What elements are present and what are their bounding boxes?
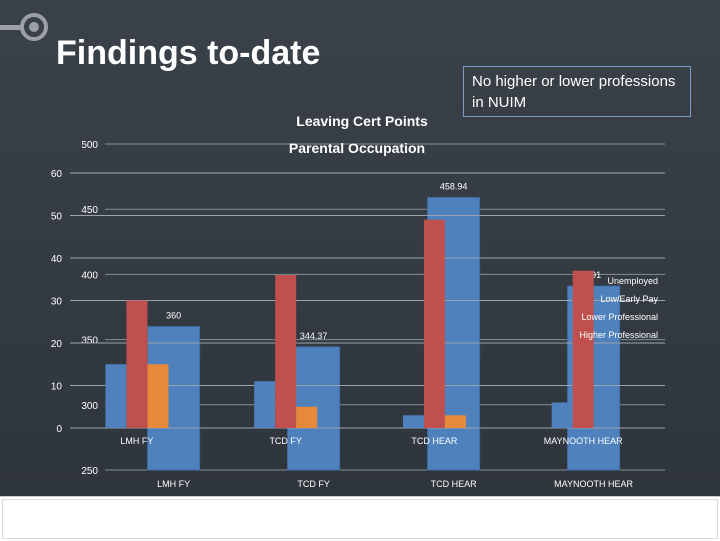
po-bar [296, 406, 318, 428]
po-x-tick-label: TCD HEAR [411, 436, 458, 446]
bottom-bar [0, 496, 720, 541]
lc-y-tick-label: 350 [81, 336, 98, 347]
po-bar [551, 402, 573, 428]
lc-x-tick-label: TCD FY [297, 479, 330, 489]
lc-x-tick-label: TCD HEAR [431, 479, 478, 489]
po-y-tick-label: 40 [51, 254, 63, 265]
po-x-tick-label: TCD FY [269, 436, 302, 446]
note-box: No higher or lower professions in NUIM [463, 66, 691, 117]
parental-occupation-chart: 0 10 20 30 40 50 60 LMH FY TCD FY TCD HEAR MAYNOOT… [51, 140, 665, 446]
lc-chart-title: Leaving Cert Points [296, 113, 428, 129]
lc-x-tick-label: LMH FY [157, 479, 190, 489]
po-bar [105, 364, 127, 428]
lc-y-tick-label: 500 [81, 140, 98, 151]
po-bar [423, 219, 445, 428]
po-bar [275, 275, 297, 428]
po-bar [254, 381, 276, 428]
po-y-tick-label: 0 [56, 424, 62, 435]
po-y-tick-label: 10 [51, 382, 63, 393]
po-bar [147, 364, 169, 428]
po-legend-entry: Unemployed [607, 276, 658, 286]
po-chart-title: Parental Occupation [289, 140, 425, 156]
lc-y-tick-label: 300 [81, 401, 98, 412]
lc-data-label: 360 [166, 311, 181, 321]
po-legend-entry: Low/Early Pay [600, 294, 658, 304]
lc-data-label: 344.37 [300, 331, 328, 341]
po-bar [572, 270, 594, 428]
po-y-tick-label: 20 [51, 339, 63, 350]
po-bar [444, 415, 466, 428]
lc-y-tick-label: 250 [81, 466, 98, 477]
po-legend-entry: Lower Professional [581, 312, 658, 322]
lc-data-label: 458.94 [440, 182, 468, 192]
po-bar [126, 300, 148, 428]
slide-title: Findings to-date [56, 34, 321, 72]
po-x-tick-label: MAYNOOTH HEAR [544, 436, 623, 446]
po-y-tick-label: 30 [51, 297, 63, 308]
po-y-tick-label: 50 [51, 212, 63, 223]
lc-y-tick-label: 450 [81, 205, 98, 216]
po-bar [402, 415, 424, 428]
logo-icon [0, 13, 48, 41]
po-x-tick-label: LMH FY [120, 436, 153, 446]
lc-y-tick-label: 400 [81, 270, 98, 281]
lc-x-tick-label: MAYNOOTH HEAR [554, 479, 633, 489]
po-y-tick-label: 60 [51, 169, 63, 180]
po-legend-entry: Higher Professional [579, 330, 658, 340]
